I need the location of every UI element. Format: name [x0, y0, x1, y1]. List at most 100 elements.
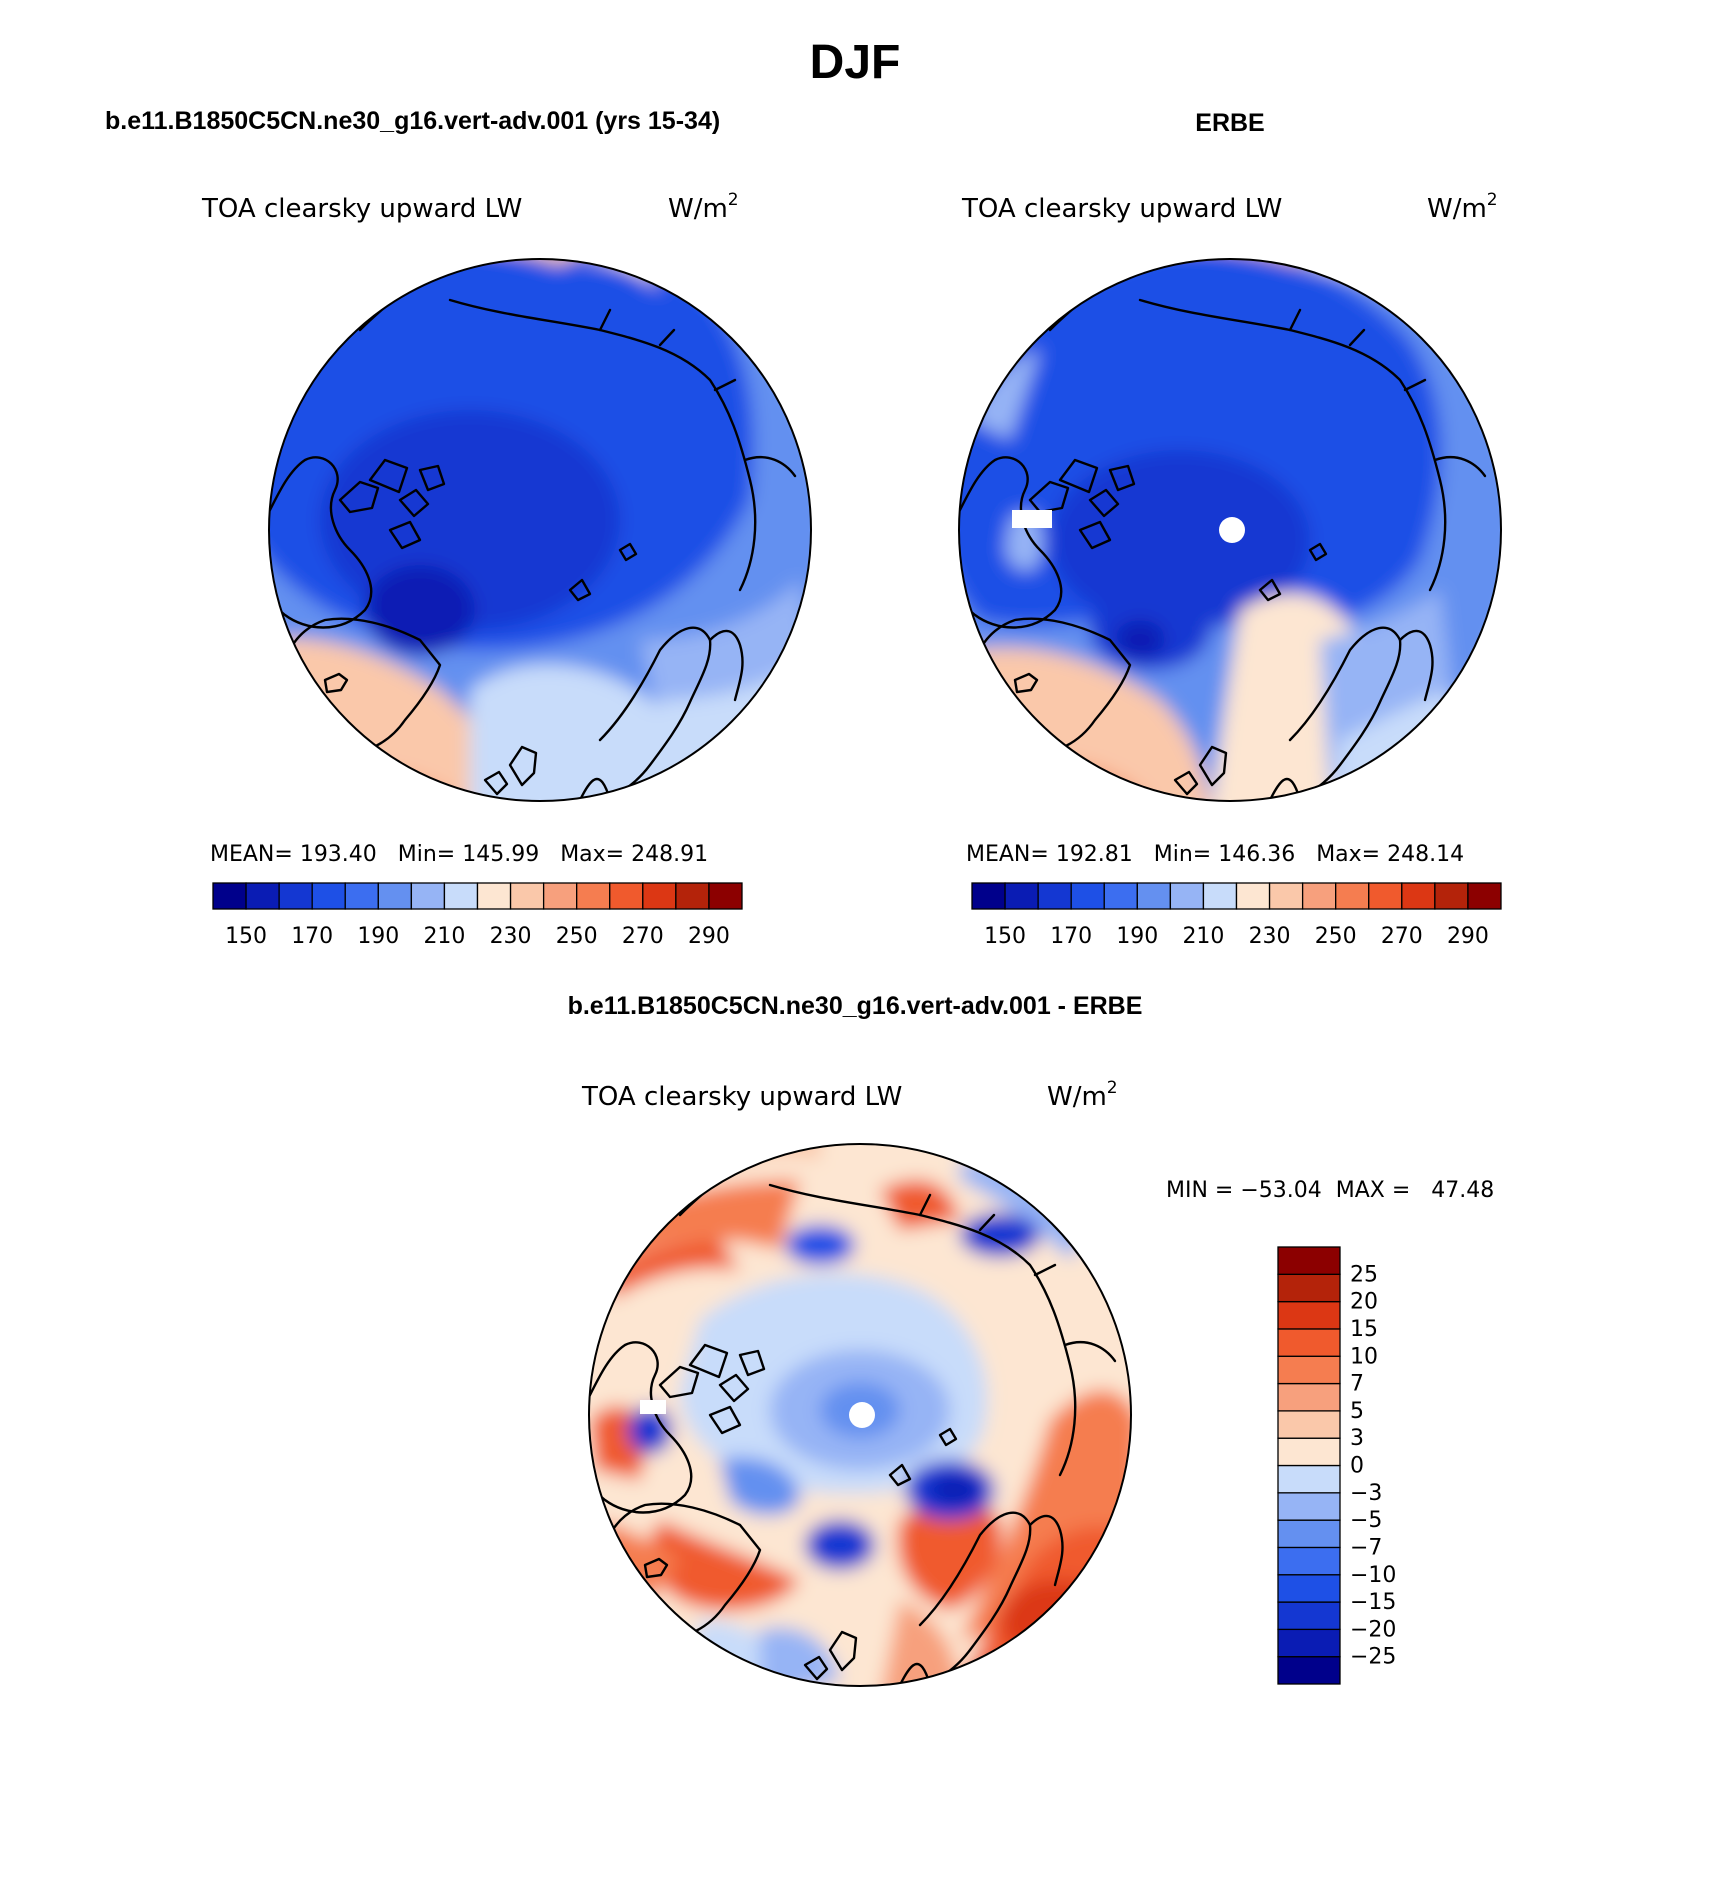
obs-missing-data-patch: [1012, 510, 1052, 528]
diff-map-boundary: [588, 1143, 1132, 1687]
model-colorbar: 150 170 190 210 230 250 270 290: [212, 882, 743, 949]
obs-colorbar-tick-label: 210: [1182, 924, 1224, 949]
obs-colorbar-box: [1268, 882, 1304, 910]
diff-colorbar-tick-label: −3: [1350, 1481, 1382, 1506]
model-colorbar-tick-label: 250: [556, 924, 598, 949]
model-colorbar-box: [311, 882, 346, 910]
diff-colorbar-box: [1277, 1492, 1341, 1521]
diff-colorbar-tick-label: −20: [1350, 1617, 1396, 1642]
model-colorbar-tick-label: 210: [423, 924, 465, 949]
model-colorbar-box: [377, 882, 413, 910]
diff-colorbar-box: [1277, 1273, 1341, 1303]
obs-colorbar-box: [1467, 882, 1502, 910]
diff-colorbar-box: [1277, 1328, 1341, 1357]
obs-colorbar-box: [1004, 882, 1039, 910]
model-colorbar-tick-label: 170: [291, 924, 333, 949]
diff-colorbar-box: [1277, 1464, 1341, 1494]
obs-units-label: W/m2: [1427, 190, 1498, 224]
model-units-label: W/m2: [668, 190, 739, 224]
diff-colorbar-box: [1277, 1601, 1341, 1631]
model-colorbar-tick-label: 230: [490, 924, 532, 949]
diff-colorbar-tick-label: −5: [1350, 1508, 1382, 1533]
diff-missing-data-patch: [640, 1400, 666, 1414]
obs-map: [959, 259, 1501, 801]
model-colorbar-box: [609, 882, 644, 910]
diff-colorbar-tick-label: −7: [1350, 1535, 1382, 1560]
obs-colorbar-tick-label: 190: [1116, 924, 1158, 949]
model-colorbar-tick-label: 190: [357, 924, 399, 949]
model-colorbar-tick-label: 150: [225, 924, 267, 949]
model-colorbar-tick-label: 270: [622, 924, 664, 949]
diff-colorbar-box: [1277, 1437, 1341, 1467]
diff-colorbar-tick-label: −15: [1350, 1590, 1396, 1615]
model-panel: TOA clearsky upward LW W/m2 MEAN= 193: [201, 190, 812, 949]
diff-variable-label: TOA clearsky upward LW: [581, 1082, 902, 1112]
obs-colorbar-box: [1070, 882, 1105, 910]
obs-panel: TOA clearsky upward LW W/m2: [958, 190, 1502, 949]
diff-colorbar-tick-label: 3: [1350, 1426, 1364, 1451]
diff-colorbar-tick-label: 7: [1350, 1372, 1364, 1397]
diff-colorbar-box: [1277, 1410, 1341, 1439]
model-panel-title: b.e11.B1850C5CN.ne30_g16.vert-adv.001 (y…: [105, 107, 720, 135]
model-map: [269, 259, 811, 801]
obs-colorbar-tick-label: 290: [1447, 924, 1489, 949]
diff-colorbar-tick-label: 10: [1350, 1344, 1378, 1369]
obs-variable-label: TOA clearsky upward LW: [961, 194, 1282, 224]
diff-colorbar-tick-label: −10: [1350, 1563, 1396, 1588]
obs-colorbar-tick-label: 230: [1249, 924, 1291, 949]
diff-colorbar-tick-label: 20: [1350, 1290, 1378, 1315]
obs-colorbar-tick-label: 150: [984, 924, 1026, 949]
model-colorbar-box: [542, 882, 578, 910]
model-map-boundary: [268, 258, 812, 802]
diff-colorbar-box: [1277, 1656, 1341, 1685]
obs-panel-title: ERBE: [1195, 109, 1264, 137]
obs-colorbar-box: [1202, 882, 1238, 910]
diff-colorbar-tick-label: 0: [1350, 1454, 1364, 1479]
obs-colorbar-box: [1335, 882, 1370, 910]
diff-panel: TOA clearsky upward LW W/m2: [581, 1078, 1494, 1687]
obs-map-boundary: [958, 258, 1502, 802]
obs-colorbar-box: [1235, 882, 1271, 910]
model-colorbar-box: [410, 882, 446, 910]
obs-colorbar-box: [1169, 882, 1205, 910]
diff-colorbar-box: [1277, 1300, 1341, 1330]
obs-colorbar-box: [1368, 882, 1403, 910]
model-stats: MEAN= 193.40 Min= 145.99 Max= 248.91: [210, 842, 708, 867]
obs-colorbar-box: [1401, 882, 1436, 910]
model-colorbar-box: [212, 882, 247, 910]
obs-stats: MEAN= 192.81 Min= 146.36 Max= 248.14: [966, 842, 1464, 867]
diff-colorbar-box: [1277, 1574, 1341, 1603]
diff-colorbar-box: [1277, 1546, 1341, 1576]
model-colorbar-box: [344, 882, 379, 910]
model-colorbar-box: [443, 882, 479, 910]
model-colorbar-box: [576, 882, 611, 910]
obs-colorbar-box: [1301, 882, 1337, 910]
diff-colorbar-box: [1277, 1355, 1341, 1385]
diff-colorbar-tick-label: 25: [1350, 1262, 1378, 1287]
obs-colorbar-box: [1037, 882, 1072, 910]
obs-colorbar-box: [1103, 882, 1138, 910]
obs-colorbar-box: [971, 882, 1006, 910]
model-variable-label: TOA clearsky upward LW: [201, 194, 522, 224]
obs-colorbar-tick-label: 250: [1315, 924, 1357, 949]
obs-colorbar-box: [1434, 882, 1469, 910]
model-colorbar-box: [245, 882, 280, 910]
diff-colorbar-box: [1277, 1628, 1341, 1658]
model-colorbar-tick-label: 290: [688, 924, 730, 949]
model-colorbar-box: [278, 882, 313, 910]
obs-colorbar-box: [1136, 882, 1172, 910]
season-title: DJF: [810, 36, 901, 89]
diff-colorbar-box: [1277, 1382, 1341, 1412]
model-colorbar-box: [675, 882, 710, 910]
diff-colorbar-tick-label: 15: [1350, 1317, 1378, 1342]
diff-units-label: W/m2: [1047, 1078, 1118, 1112]
obs-pole-hole: [1219, 517, 1245, 543]
diff-colorbar-tick-label: −25: [1350, 1645, 1396, 1670]
diff-colorbar-box: [1277, 1519, 1341, 1549]
diff-stats: MIN = −53.04 MAX = 47.48: [1166, 1178, 1494, 1203]
model-colorbar-box: [509, 882, 545, 910]
model-colorbar-box: [708, 882, 743, 910]
diff-colorbar-box: [1277, 1246, 1341, 1275]
